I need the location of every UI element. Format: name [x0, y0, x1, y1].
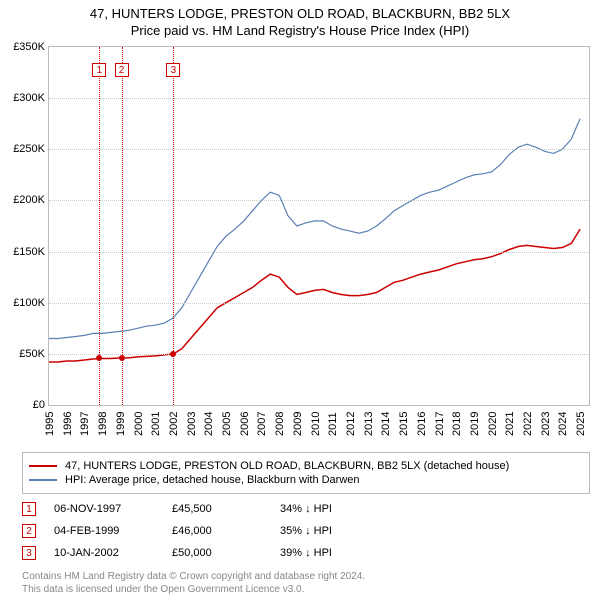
y-tick-label: £300K [1, 92, 45, 104]
event-row: 2 04-FEB-1999 £46,000 35% ↓ HPI [22, 520, 590, 542]
x-tick-label: 2017 [434, 412, 446, 436]
sale-dot [119, 355, 125, 361]
title-line-1: 47, HUNTERS LODGE, PRESTON OLD ROAD, BLA… [0, 6, 600, 21]
x-tick-label: 1995 [44, 412, 56, 436]
legend-label: 47, HUNTERS LODGE, PRESTON OLD ROAD, BLA… [65, 460, 509, 472]
x-tick-label: 1998 [97, 412, 109, 436]
sale-events: 1 06-NOV-1997 £45,500 34% ↓ HPI 2 04-FEB-1999… [22, 498, 590, 564]
x-tick-label: 2021 [504, 412, 516, 436]
legend-row: 47, HUNTERS LODGE, PRESTON OLD ROAD, BLA… [29, 459, 583, 473]
x-tick-label: 2004 [203, 412, 215, 436]
event-date: 04-FEB-1999 [54, 525, 154, 537]
sale-vline [99, 47, 100, 405]
gridline [49, 303, 589, 304]
footer: Contains HM Land Registry data © Crown c… [22, 570, 590, 596]
sale-marker-box: 2 [115, 63, 129, 77]
gridline [49, 252, 589, 253]
event-delta: 34% ↓ HPI [280, 503, 332, 515]
legend-label: HPI: Average price, detached house, Blac… [65, 474, 360, 486]
y-tick-label: £350K [1, 41, 45, 53]
y-tick-label: £50K [1, 348, 45, 360]
x-tick-label: 2023 [540, 412, 552, 436]
series-property [49, 229, 580, 362]
x-tick-label: 1997 [79, 412, 91, 436]
x-tick-label: 2016 [416, 412, 428, 436]
x-tick-label: 2024 [557, 412, 569, 436]
x-tick-label: 2020 [487, 412, 499, 436]
plot-area: £0£50K£100K£150K£200K£250K£300K£350K123 [48, 46, 590, 406]
x-tick-label: 2019 [469, 412, 481, 436]
y-tick-label: £250K [1, 143, 45, 155]
y-tick-label: £150K [1, 246, 45, 258]
series-hpi [49, 119, 580, 339]
x-tick-label: 2022 [522, 412, 534, 436]
legend-swatch [29, 479, 57, 481]
legend-row: HPI: Average price, detached house, Blac… [29, 473, 583, 487]
gridline [49, 200, 589, 201]
x-tick-label: 2013 [363, 412, 375, 436]
x-tick-label: 2010 [310, 412, 322, 436]
event-delta: 35% ↓ HPI [280, 525, 332, 537]
x-tick-label: 2025 [575, 412, 587, 436]
event-date: 06-NOV-1997 [54, 503, 154, 515]
x-tick-label: 2014 [380, 412, 392, 436]
sale-dot [96, 355, 102, 361]
sale-marker-box: 3 [166, 63, 180, 77]
x-tick-label: 2007 [256, 412, 268, 436]
x-axis-labels: 1995199619971998199920002001200220032004… [48, 406, 590, 446]
legend: 47, HUNTERS LODGE, PRESTON OLD ROAD, BLA… [22, 452, 590, 494]
sale-vline [122, 47, 123, 405]
x-tick-label: 2002 [168, 412, 180, 436]
x-tick-label: 2012 [345, 412, 357, 436]
title-line-2: Price paid vs. HM Land Registry's House … [0, 23, 600, 38]
event-delta: 39% ↓ HPI [280, 547, 332, 559]
sale-dot [170, 351, 176, 357]
x-tick-label: 2001 [150, 412, 162, 436]
chart-container: 47, HUNTERS LODGE, PRESTON OLD ROAD, BLA… [0, 0, 600, 596]
x-tick-label: 1996 [62, 412, 74, 436]
x-tick-label: 2015 [398, 412, 410, 436]
legend-swatch [29, 465, 57, 467]
gridline [49, 149, 589, 150]
x-tick-label: 2006 [239, 412, 251, 436]
event-row: 3 10-JAN-2002 £50,000 39% ↓ HPI [22, 542, 590, 564]
x-tick-label: 1999 [115, 412, 127, 436]
event-marker-box: 1 [22, 502, 36, 516]
x-tick-label: 2005 [221, 412, 233, 436]
y-tick-label: £200K [1, 194, 45, 206]
y-tick-label: £100K [1, 297, 45, 309]
footer-line-1: Contains HM Land Registry data © Crown c… [22, 570, 590, 583]
event-price: £46,000 [172, 525, 262, 537]
y-tick-label: £0 [1, 399, 45, 411]
sale-marker-box: 1 [92, 63, 106, 77]
x-tick-label: 2011 [327, 412, 339, 436]
titles: 47, HUNTERS LODGE, PRESTON OLD ROAD, BLA… [0, 0, 600, 38]
x-tick-label: 2008 [274, 412, 286, 436]
x-tick-label: 2003 [186, 412, 198, 436]
x-tick-label: 2018 [451, 412, 463, 436]
event-row: 1 06-NOV-1997 £45,500 34% ↓ HPI [22, 498, 590, 520]
gridline [49, 98, 589, 99]
chart-lines [49, 47, 589, 405]
event-marker-box: 2 [22, 524, 36, 538]
event-price: £45,500 [172, 503, 262, 515]
gridline [49, 354, 589, 355]
event-price: £50,000 [172, 547, 262, 559]
x-tick-label: 2000 [133, 412, 145, 436]
x-tick-label: 2009 [292, 412, 304, 436]
event-date: 10-JAN-2002 [54, 547, 154, 559]
event-marker-box: 3 [22, 546, 36, 560]
